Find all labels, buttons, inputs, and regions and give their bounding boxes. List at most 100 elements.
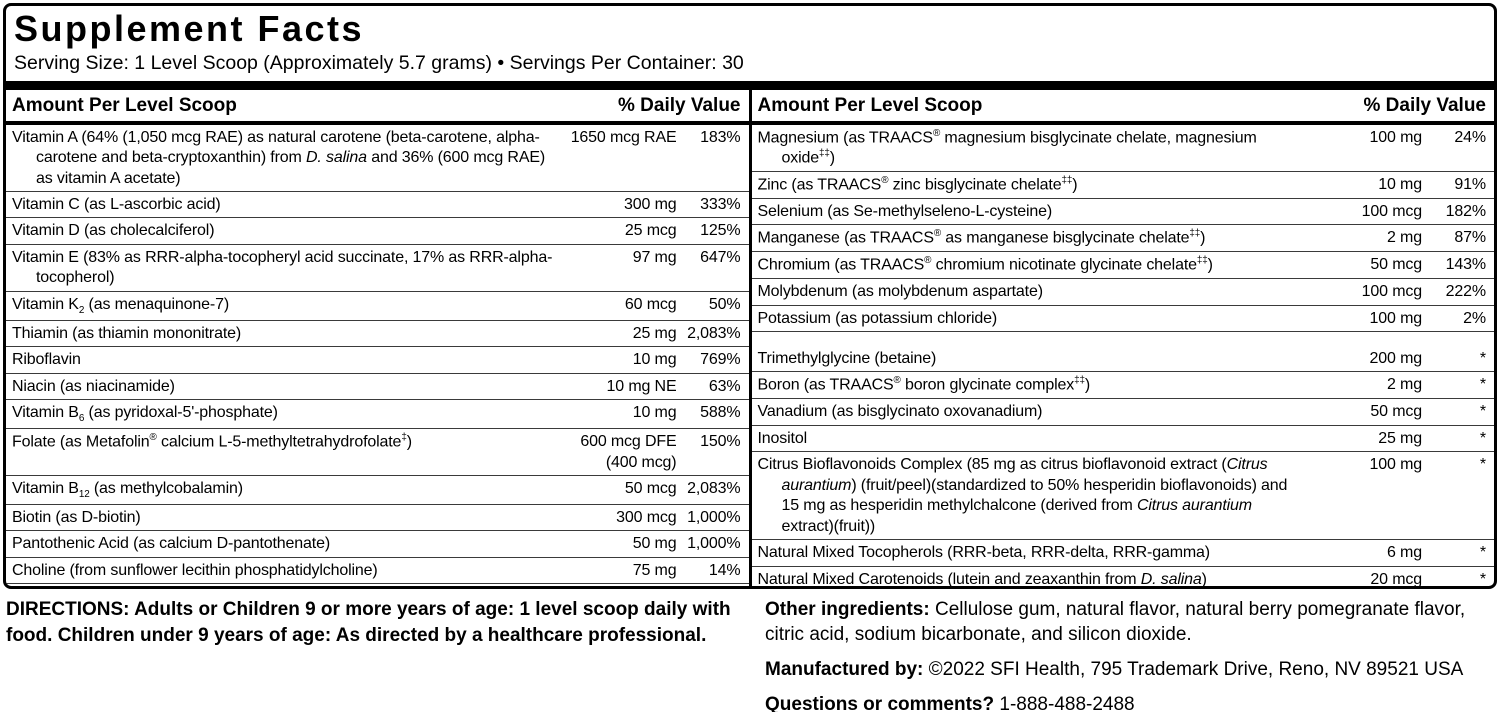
nutrient-daily-value: 63% bbox=[708, 377, 741, 395]
nutrient-row: Vitamin B6 (as pyridoxal-5'-phosphate) 10… bbox=[6, 400, 749, 430]
nutrient-daily-value: 182% bbox=[1445, 202, 1486, 220]
nutrient-row: Natural Mixed Tocopherols (RRR-beta, RRR… bbox=[751, 540, 1494, 567]
other-ingredients-text: Cellulose gum, natural flavor, natural b… bbox=[765, 599, 1466, 646]
nutrient-daily-value: * bbox=[1479, 456, 1486, 474]
nutrient-row: Potassium (as potassium chloride) 100 mg 2… bbox=[751, 306, 1494, 332]
questions-label: Questions or comments? bbox=[765, 694, 995, 712]
nutrient-name: Zinc (as TRAACS® zinc bisglycinate chela… bbox=[757, 175, 1078, 194]
right-nutrient-rows-minerals: Magnesium (as TRAACS® magnesium bisglyci… bbox=[751, 125, 1494, 332]
nutrient-daily-value: 87% bbox=[1454, 229, 1486, 247]
nutrient-amount: 1650 mcg RAE bbox=[570, 128, 677, 146]
nutrient-amount: 100 mg bbox=[1369, 309, 1423, 327]
nutrient-name: Citrus Bioflavonoids Complex (85 mg as c… bbox=[757, 456, 1288, 535]
nutrient-amount: 6 mg bbox=[1387, 544, 1422, 562]
other-ingredients: Other ingredients: Cellulose gum, natura… bbox=[765, 597, 1490, 647]
nutrient-amount: 100 mg bbox=[567, 587, 677, 589]
supplement-facts-panel: Supplement Facts Serving Size: 1 Level S… bbox=[3, 3, 1497, 589]
manufacturer-info: Other ingredients: Cellulose gum, natura… bbox=[765, 597, 1500, 712]
nutrient-name: Niacin (as niacinamide) bbox=[12, 377, 175, 395]
nutrient-amount: 600 mcg DFE (400 mcg) bbox=[580, 433, 677, 471]
nutrient-amount: 100 mg bbox=[1369, 128, 1423, 146]
nutrient-name: Riboflavin bbox=[12, 351, 81, 369]
nutrient-name: Calcium (as calcium citrate-malate compl… bbox=[12, 587, 567, 589]
nutrient-row: Zinc (as TRAACS® zinc bisglycinate chela… bbox=[751, 172, 1494, 199]
directions: DIRECTIONS: Adults or Children 9 or more… bbox=[6, 597, 751, 712]
nutrient-row: Folate (as Metafolin® calcium L-5-methyl… bbox=[6, 429, 749, 476]
amount-per-scoop-header: Amount Per Level Scoop bbox=[12, 94, 237, 116]
nutrient-name: Manganese (as TRAACS® as manganese bisgl… bbox=[757, 228, 1206, 247]
nutrient-daily-value: 24% bbox=[1454, 128, 1486, 146]
nutrient-row: Natural Mixed Carotenoids (lutein and ze… bbox=[752, 567, 1495, 588]
nutrient-amount: 75 mg bbox=[632, 561, 677, 579]
nutrient-daily-value: 50% bbox=[708, 295, 741, 313]
nutrient-daily-value: 91% bbox=[1454, 176, 1486, 194]
daily-value-header: % Daily Value bbox=[617, 94, 741, 116]
right-column: Amount Per Level Scoop % Daily Value Mag… bbox=[751, 90, 1495, 588]
nutrient-row: Biotin (as D-biotin) 300 mcg 1,000% bbox=[6, 505, 749, 532]
nutrient-row: Thiamin (as thiamin mononitrate) 25 mg 2,0… bbox=[6, 321, 749, 348]
manufactured-by-label: Manufactured by: bbox=[765, 659, 924, 681]
nutrient-name: Selenium (as Se-methylseleno-L-cysteine) bbox=[757, 202, 1053, 220]
nutrient-amount: 25 mg bbox=[1378, 429, 1422, 447]
nutrient-daily-value: 14% bbox=[708, 561, 741, 579]
manufactured-by-text: ©2022 SFI Health, 795 Trademark Drive, R… bbox=[928, 659, 1464, 681]
nutrient-amount: 50 mg bbox=[632, 535, 677, 553]
nutrient-name: Natural Mixed Carotenoids (lutein and ze… bbox=[757, 570, 1207, 588]
nutrient-amount: 100 mg bbox=[1369, 456, 1423, 474]
nutrient-row: Manganese (as TRAACS® as manganese bisgl… bbox=[751, 225, 1494, 253]
nutrient-amount: 10 mg bbox=[632, 351, 677, 369]
nutrient-name: Vitamin B6 (as pyridoxal-5'-phosphate) bbox=[12, 404, 278, 425]
nutrient-name: Vitamin D (as cholecalciferol) bbox=[12, 222, 215, 240]
nutrient-row: Vitamin C (as L-ascorbic acid) 300 mg 333% bbox=[6, 192, 749, 219]
nutrient-daily-value: 183% bbox=[700, 128, 741, 146]
nutrient-name: Inositol bbox=[757, 429, 808, 447]
nutrient-name: Natural Mixed Tocopherols (RRR-beta, RRR… bbox=[757, 544, 1211, 562]
left-nutrient-rows: Vitamin A (64% (1,050 mcg RAE) as natura… bbox=[6, 125, 749, 589]
nutrient-row: Selenium (as Se-methylseleno-L-cysteine)… bbox=[751, 199, 1494, 226]
nutrient-daily-value: 647% bbox=[700, 248, 741, 266]
nutrient-daily-value: 2,083% bbox=[687, 324, 741, 342]
nutrient-row: Choline (from sunflower lecithin phospha… bbox=[6, 558, 749, 585]
nutrient-name: Vitamin E (83% as RRR-alpha-tocopheryl a… bbox=[12, 248, 553, 287]
nutrient-daily-value: 1,000% bbox=[687, 535, 741, 553]
nutrient-row: Inositol 25 mg * bbox=[751, 426, 1494, 453]
nutrient-amount: 100 mcg bbox=[1361, 202, 1422, 220]
left-column-header: Amount Per Level Scoop % Daily Value bbox=[6, 90, 749, 125]
header-divider-bar bbox=[6, 80, 1494, 90]
nutrient-amount: 10 mg bbox=[1378, 176, 1422, 194]
manufactured-by: Manufactured by: ©2022 SFI Health, 795 T… bbox=[765, 657, 1490, 682]
nutrient-row: Magnesium (as TRAACS® magnesium bisglyci… bbox=[751, 125, 1494, 173]
nutrient-row: Vanadium (as bisglycinato oxovanadium) 50… bbox=[751, 399, 1494, 426]
nutrient-daily-value: 2% bbox=[1463, 309, 1486, 327]
facts-columns: Amount Per Level Scoop % Daily Value Vit… bbox=[6, 89, 1495, 588]
nutrient-name: Trimethylglycine (betaine) bbox=[757, 349, 937, 367]
nutrient-name: Molybdenum (as molybdenum aspartate) bbox=[757, 283, 1044, 301]
nutrient-name: Choline (from sunflower lecithin phospha… bbox=[12, 561, 378, 579]
nutrient-daily-value: 8% bbox=[677, 587, 741, 589]
nutrient-name: Folate (as Metafolin® calcium L-5-methyl… bbox=[12, 432, 412, 451]
nutrient-daily-value: 769% bbox=[700, 351, 741, 369]
nutrient-name: Thiamin (as thiamin mononitrate) bbox=[12, 324, 242, 342]
nutrient-amount: 300 mcg bbox=[616, 508, 677, 526]
nutrient-daily-value: 2,083% bbox=[687, 479, 741, 497]
panel-title: Supplement Facts bbox=[14, 8, 365, 49]
nutrient-daily-value: 125% bbox=[700, 222, 741, 240]
nutrient-daily-value: * bbox=[1479, 544, 1486, 562]
other-ingredients-label: Other ingredients: bbox=[765, 599, 930, 620]
nutrient-amount: 200 mg bbox=[1369, 349, 1423, 367]
left-column: Amount Per Level Scoop % Daily Value Vit… bbox=[6, 90, 749, 586]
directions-text: Adults or Children 9 or more years of ag… bbox=[6, 599, 731, 646]
nutrient-row: Calcium (as calcium citrate-malate compl… bbox=[6, 584, 749, 589]
nutrient-amount: 20 mcg bbox=[1370, 570, 1422, 588]
nutrient-row: Trimethylglycine (betaine) 200 mg * bbox=[751, 346, 1494, 373]
amount-per-scoop-header: Amount Per Level Scoop bbox=[757, 94, 983, 116]
nutrient-row: Chromium (as TRAACS® chromium nicotinate… bbox=[751, 252, 1494, 280]
column-divider bbox=[748, 89, 752, 586]
nutrient-row: Riboflavin 10 mg 769% bbox=[6, 347, 749, 374]
nutrient-amount: 10 mg bbox=[632, 404, 677, 422]
nutrient-name: Vitamin K2 (as menaquinone-7) bbox=[12, 295, 230, 317]
nutrient-row: Pantothenic Acid (as calcium D-pantothen… bbox=[6, 531, 749, 558]
nutrient-amount: 50 mcg bbox=[624, 479, 677, 497]
nutrient-row: Molybdenum (as molybdenum aspartate) 100 … bbox=[751, 279, 1494, 306]
nutrient-name: Vitamin B12 (as methylcobalamin) bbox=[12, 479, 243, 501]
